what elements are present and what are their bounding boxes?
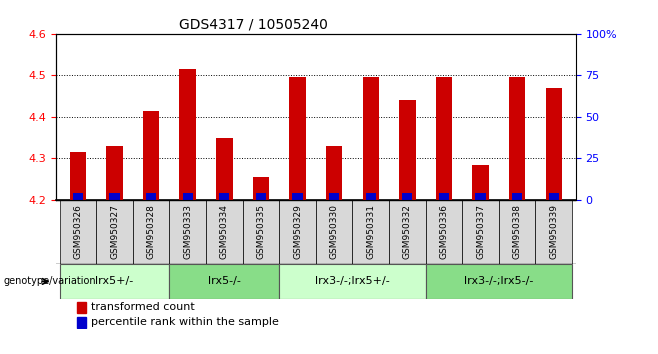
Text: GSM950328: GSM950328	[147, 204, 155, 259]
Bar	[499, 200, 536, 264]
Bar	[182, 193, 193, 200]
Bar	[549, 193, 559, 200]
Text: transformed count: transformed count	[91, 302, 195, 312]
Bar	[70, 152, 86, 200]
Bar	[363, 77, 379, 200]
Text: GSM950334: GSM950334	[220, 204, 229, 259]
Text: GSM950339: GSM950339	[549, 204, 558, 259]
Text: GSM950337: GSM950337	[476, 204, 485, 259]
Text: GSM950333: GSM950333	[183, 204, 192, 259]
Bar	[426, 264, 572, 299]
Bar	[96, 200, 133, 264]
Bar	[353, 200, 389, 264]
Bar	[292, 193, 303, 200]
Bar	[73, 193, 83, 200]
Text: GSM950330: GSM950330	[330, 204, 339, 259]
Bar	[399, 100, 416, 200]
Bar	[206, 200, 243, 264]
Bar	[60, 264, 169, 299]
Bar	[472, 165, 489, 200]
Bar	[143, 110, 159, 200]
Bar	[60, 200, 96, 264]
Text: lrx5+/-: lrx5+/-	[95, 276, 134, 286]
Text: lrx3-/-;lrx5+/-: lrx3-/-;lrx5+/-	[315, 276, 390, 286]
Bar	[279, 264, 426, 299]
Bar	[536, 200, 572, 264]
Bar	[316, 200, 353, 264]
Text: GSM950338: GSM950338	[513, 204, 522, 259]
Bar	[512, 193, 522, 200]
Text: GSM950326: GSM950326	[74, 204, 82, 259]
Text: lrx3-/-;lrx5-/-: lrx3-/-;lrx5-/-	[464, 276, 534, 286]
Bar	[133, 200, 169, 264]
Text: GSM950331: GSM950331	[367, 204, 375, 259]
Bar	[402, 193, 413, 200]
Text: GSM950335: GSM950335	[257, 204, 265, 259]
Bar	[509, 77, 526, 200]
Bar	[290, 77, 306, 200]
Bar	[329, 193, 340, 200]
Bar	[216, 138, 232, 200]
Bar	[180, 69, 196, 200]
Bar	[106, 146, 123, 200]
Bar	[476, 193, 486, 200]
Bar	[169, 200, 206, 264]
Text: percentile rank within the sample: percentile rank within the sample	[91, 318, 279, 327]
Bar	[279, 200, 316, 264]
Bar	[219, 193, 230, 200]
Bar	[326, 146, 342, 200]
Text: GSM950332: GSM950332	[403, 204, 412, 259]
Bar	[109, 193, 120, 200]
Bar	[426, 200, 463, 264]
Bar	[439, 193, 449, 200]
Bar	[256, 193, 266, 200]
Bar	[463, 200, 499, 264]
Bar	[77, 317, 86, 328]
Bar	[366, 193, 376, 200]
Text: GSM950327: GSM950327	[110, 204, 119, 259]
Bar	[436, 77, 452, 200]
Bar	[146, 193, 156, 200]
Text: GSM950336: GSM950336	[440, 204, 449, 259]
Bar	[545, 88, 562, 200]
Text: GSM950329: GSM950329	[293, 204, 302, 259]
Bar	[243, 200, 279, 264]
Bar	[169, 264, 279, 299]
Title: GDS4317 / 10505240: GDS4317 / 10505240	[179, 17, 328, 31]
Text: lrx5-/-: lrx5-/-	[208, 276, 241, 286]
Bar	[389, 200, 426, 264]
Text: genotype/variation: genotype/variation	[3, 276, 96, 286]
Bar	[253, 177, 269, 200]
Bar	[77, 302, 86, 313]
